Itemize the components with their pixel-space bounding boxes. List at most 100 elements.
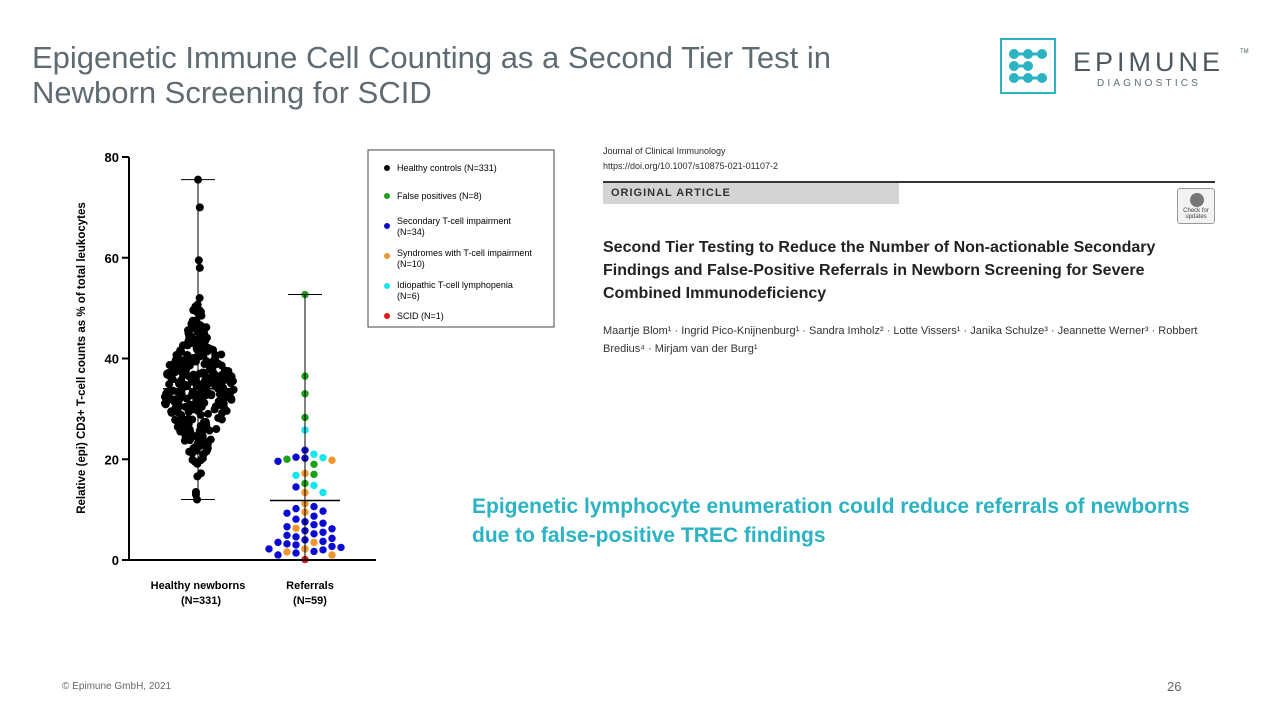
epimune-logo: EPIMUNE TM DIAGNOSTICS bbox=[1000, 38, 1250, 98]
logo-trademark: TM bbox=[1240, 49, 1249, 55]
data-point-healthy bbox=[217, 415, 226, 424]
y-tick-label: 60 bbox=[105, 251, 119, 266]
data-point-healthy bbox=[196, 410, 205, 419]
data-point-healthy bbox=[172, 398, 181, 407]
data-point-healthy bbox=[167, 407, 176, 416]
data-point-idiopathic-t-cell-lymphopenia bbox=[319, 454, 327, 462]
data-point-secondary-t-cell-impairment bbox=[328, 525, 336, 533]
key-message: Epigenetic lymphocyte enumeration could … bbox=[472, 495, 1190, 547]
data-point-secondary-t-cell-impairment bbox=[292, 504, 300, 513]
data-point-healthy bbox=[167, 362, 176, 371]
data-point-secondary-t-cell-impairment bbox=[292, 533, 300, 541]
legend-label: Healthy controls (N=331) bbox=[397, 163, 497, 173]
data-point-healthy bbox=[186, 358, 195, 367]
legend-entry-syndromes: Syndromes with T-cell impairment (N=10) bbox=[384, 248, 532, 269]
x-category-referrals-label: Referrals bbox=[286, 580, 334, 592]
chart-svg: 0 20 40 60 80 Relative (epi) CD3+ T-cell cou… bbox=[76, 149, 555, 607]
legend-dot bbox=[384, 165, 390, 171]
data-point-healthy bbox=[177, 376, 186, 385]
data-point-healthy bbox=[188, 316, 197, 325]
data-point-syndromes-with-t-cell-impairment bbox=[292, 524, 300, 532]
data-point-secondary-t-cell-impairment bbox=[292, 483, 300, 491]
legend-label: Secondary T-cell impairment (N=34) bbox=[397, 216, 511, 237]
legend-dot bbox=[384, 253, 390, 259]
data-point-healthy bbox=[174, 353, 183, 362]
section-label: ORIGINAL ARTICLE bbox=[611, 187, 731, 199]
y-axis-label: Relative (epi) CD3+ T-cell counts as % o… bbox=[76, 202, 88, 514]
data-point-healthy bbox=[200, 360, 209, 369]
data-point-healthy bbox=[227, 394, 236, 403]
legend-dot bbox=[384, 223, 390, 229]
data-point-false-positives bbox=[310, 460, 318, 468]
data-point-healthy bbox=[186, 324, 195, 333]
article-authors: Maartje Blom¹ · Ingrid Pico-Knijnenburg¹… bbox=[603, 325, 1198, 355]
legend-entry-secondary: Secondary T-cell impairment (N=34) bbox=[384, 216, 511, 237]
article-doi: https://doi.org/10.1007/s10875-021-01107… bbox=[603, 161, 778, 171]
data-point-secondary-t-cell-impairment bbox=[310, 512, 318, 520]
y-tick-label: 40 bbox=[105, 352, 119, 367]
data-point-healthy bbox=[196, 469, 205, 478]
data-point-healthy bbox=[191, 302, 200, 311]
data-point-healthy bbox=[212, 425, 221, 434]
legend-dot bbox=[384, 313, 390, 319]
x-category-referrals-n: (N=59) bbox=[293, 595, 327, 607]
legend-entry-scid: SCID (N=1) bbox=[384, 311, 444, 321]
data-point-secondary-t-cell-impairment bbox=[310, 502, 318, 511]
data-point-idiopathic-t-cell-lymphopenia bbox=[310, 450, 318, 458]
data-point-idiopathic-t-cell-lymphopenia bbox=[319, 488, 327, 497]
legend-label: Idiopathic T-cell lymphopenia (N=6) bbox=[397, 280, 513, 301]
data-point-secondary-t-cell-impairment bbox=[310, 547, 318, 556]
data-point-secondary-t-cell-impairment bbox=[292, 515, 300, 523]
data-point-secondary-t-cell-impairment bbox=[319, 528, 327, 536]
legend-label: False positives (N=8) bbox=[397, 191, 482, 201]
data-point-healthy bbox=[161, 400, 170, 409]
data-point-healthy bbox=[220, 366, 229, 375]
page-number: 26 bbox=[1167, 679, 1182, 694]
data-point-healthy bbox=[183, 432, 192, 441]
data-point-healthy bbox=[171, 415, 180, 424]
data-point-healthy bbox=[177, 410, 186, 419]
data-point-healthy bbox=[206, 366, 215, 375]
data-point-secondary-t-cell-impairment bbox=[310, 521, 318, 529]
data-point-secondary-t-cell-impairment bbox=[328, 534, 336, 543]
data-point-healthy bbox=[220, 372, 229, 381]
data-point-secondary-t-cell-impairment bbox=[319, 537, 327, 546]
legend-entry-idiopathic: Idiopathic T-cell lymphopenia (N=6) bbox=[384, 280, 513, 301]
data-point-secondary-t-cell-impairment bbox=[283, 531, 291, 540]
data-point-false-positives bbox=[310, 470, 318, 479]
data-point-healthy bbox=[189, 370, 198, 379]
data-point-healthy bbox=[195, 203, 204, 212]
data-point-syndromes-with-t-cell-impairment bbox=[310, 538, 318, 547]
data-point-healthy bbox=[193, 459, 202, 468]
data-point-healthy bbox=[220, 403, 229, 412]
data-point-healthy bbox=[207, 390, 216, 399]
header-rule bbox=[603, 181, 1215, 183]
data-point-healthy bbox=[164, 390, 173, 399]
data-point-secondary-t-cell-impairment bbox=[319, 519, 327, 527]
check-updates-text: Check for updates bbox=[1183, 208, 1209, 220]
data-point-healthy bbox=[182, 394, 191, 403]
data-point-healthy bbox=[199, 425, 208, 434]
data-point-secondary-t-cell-impairment bbox=[274, 538, 282, 547]
slide-title: Epigenetic Immune Cell Counting as a Sec… bbox=[32, 40, 831, 110]
data-point-syndromes-with-t-cell-impairment bbox=[328, 551, 336, 559]
article-preview: Journal of Clinical Immunology https://d… bbox=[603, 146, 1218, 366]
data-point-healthy bbox=[187, 334, 196, 343]
data-point-healthy bbox=[228, 377, 237, 386]
data-point-healthy bbox=[201, 417, 210, 426]
data-point-healthy bbox=[206, 435, 215, 444]
check-updates-icon bbox=[1190, 193, 1204, 207]
data-point-healthy bbox=[199, 368, 208, 377]
data-point-healthy bbox=[203, 409, 212, 418]
logo-name: EPIMUNE bbox=[1073, 47, 1225, 77]
data-point-healthy bbox=[180, 359, 189, 368]
data-point-secondary-t-cell-impairment bbox=[337, 543, 345, 552]
data-point-secondary-t-cell-impairment bbox=[274, 551, 282, 559]
legend-dot bbox=[384, 193, 390, 199]
data-point-secondary-t-cell-impairment bbox=[292, 453, 300, 461]
legend-dot bbox=[384, 283, 390, 289]
data-point-healthy bbox=[229, 385, 238, 394]
data-point-healthy bbox=[184, 419, 193, 428]
data-point-healthy bbox=[217, 350, 226, 359]
data-point-secondary-t-cell-impairment bbox=[274, 457, 282, 465]
